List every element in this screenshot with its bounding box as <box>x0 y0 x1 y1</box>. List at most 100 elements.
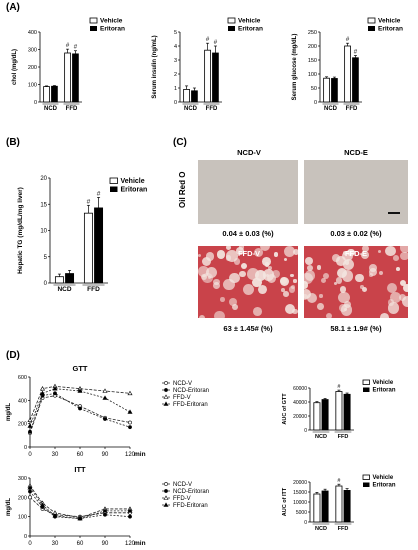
auc-gtt-bar-chart: 0 20000 40000 60000 AUC of GTT NCD # FFD Vehicle… <box>282 379 396 440</box>
bar <box>343 489 351 523</box>
lipid-droplet <box>339 285 347 293</box>
lipid-droplet <box>399 279 407 287</box>
bar <box>352 57 359 103</box>
lipid-droplet <box>336 268 348 279</box>
lipid-droplet <box>228 298 237 307</box>
data-point <box>102 388 108 393</box>
y-tick-label: 0 <box>304 520 307 526</box>
lipid-droplet <box>239 246 245 250</box>
lipid-droplet <box>283 257 288 262</box>
data-point <box>78 406 82 411</box>
lipid-droplet <box>271 269 281 279</box>
legend-swatch-eritoran <box>228 26 235 31</box>
lipid-droplet <box>281 288 285 292</box>
line-chart-title: GTT <box>73 364 88 373</box>
micrograph-ffd-e <box>304 246 408 318</box>
legend-marker <box>163 495 169 500</box>
lipid-droplet <box>307 264 313 271</box>
lipid-droplet <box>304 280 309 289</box>
group-label: NCD <box>44 106 58 112</box>
lipid-droplet <box>265 273 269 277</box>
group-label: NCD <box>315 526 327 532</box>
bar <box>204 49 211 103</box>
data-point <box>127 390 133 396</box>
lipid-droplet <box>216 250 226 259</box>
y-axis-label: mg/dL <box>6 403 12 421</box>
micro-title-ncd-v: NCD-V <box>237 148 261 157</box>
micrograph-ncd-e <box>304 160 408 224</box>
legend-label-eritoran: Eritoran <box>373 388 396 394</box>
lipid-droplet <box>268 265 273 270</box>
significance-mark: # <box>74 45 78 51</box>
lipid-droplet <box>264 262 270 267</box>
data-point <box>128 514 132 519</box>
group-label: NCD <box>57 286 71 293</box>
group-label: NCD <box>184 106 198 112</box>
bar <box>344 45 351 103</box>
lipid-droplet <box>355 274 364 283</box>
legend-label: NCD-Eritoran <box>173 388 209 394</box>
lipid-droplet <box>255 270 267 281</box>
y-axis-label: AUC of ITT <box>282 487 288 516</box>
lipid-droplet <box>304 270 316 281</box>
scale-bar <box>388 212 400 214</box>
bar <box>83 212 93 284</box>
legend-label-vehicle: Vehicle <box>100 18 123 25</box>
legend-label: NCD-V <box>173 482 192 488</box>
lipid-droplet <box>368 268 378 277</box>
y-tick-label: 0 <box>34 100 37 106</box>
data-point <box>27 423 33 428</box>
data-point <box>77 515 83 521</box>
y-tick-label: 600 <box>18 375 27 381</box>
x-tick-label: 0 <box>28 541 32 547</box>
lipid-droplet <box>392 255 399 262</box>
lipid-droplet <box>339 304 347 312</box>
legend-label-vehicle: Vehicle <box>373 475 394 481</box>
lipid-droplet <box>341 270 354 282</box>
panel-label-d: (D) <box>6 350 20 361</box>
y-tick-label: 200 <box>18 495 27 501</box>
legend-swatch-vehicle <box>362 379 370 385</box>
lipid-droplet <box>316 265 322 270</box>
lipid-droplet <box>335 276 343 284</box>
lipid-droplet <box>399 246 408 253</box>
lipid-droplet <box>233 258 241 265</box>
y-tick-label: 300 <box>28 48 37 54</box>
data-point <box>102 395 108 400</box>
x-tick-label: 90 <box>102 541 109 547</box>
y-tick-label: 0 <box>314 100 317 106</box>
lipid-droplet <box>336 256 346 266</box>
data-point <box>102 508 108 513</box>
lipid-droplet <box>225 249 238 262</box>
lipid-droplet <box>320 277 326 283</box>
lipid-droplet <box>206 267 218 279</box>
bar <box>321 399 329 431</box>
group-label: FFD <box>66 106 78 112</box>
panel-label-c: (C) <box>173 137 187 148</box>
significance-mark: # <box>346 37 350 43</box>
legend-label-eritoran: Eritoran <box>378 26 403 33</box>
legend-swatch-vehicle <box>89 17 98 24</box>
x-axis-label: min <box>134 451 146 458</box>
lipid-droplet <box>213 282 220 290</box>
bar <box>343 393 351 431</box>
x-tick-label: 120 <box>125 452 136 458</box>
bar <box>191 90 198 103</box>
bar <box>183 89 190 103</box>
legend-marker <box>164 482 168 486</box>
lipid-droplet <box>401 295 408 307</box>
lipid-droplet <box>214 310 225 318</box>
legend-swatch-eritoran <box>363 387 370 392</box>
lipid-droplet <box>332 253 341 262</box>
bar <box>335 391 343 431</box>
group-label: FFD <box>338 526 349 532</box>
y-tick-label: 10 <box>40 229 47 235</box>
bar <box>65 273 75 284</box>
series-line <box>29 497 130 518</box>
y-tick-label: 150 <box>308 58 317 64</box>
data-point <box>39 502 46 507</box>
lipid-droplet <box>258 285 268 295</box>
lipid-droplet <box>319 294 323 298</box>
bar <box>335 485 343 523</box>
